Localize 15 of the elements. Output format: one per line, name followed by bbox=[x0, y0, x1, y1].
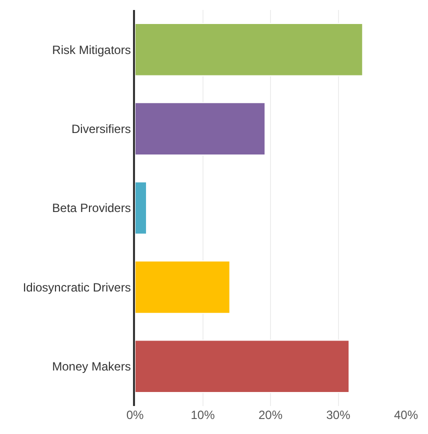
y-tick-label: Diversifiers bbox=[72, 122, 131, 136]
x-tick-label: 40% bbox=[394, 408, 418, 422]
y-tick-label: Money Makers bbox=[52, 360, 131, 374]
x-tick-label: 30% bbox=[326, 408, 351, 422]
bar bbox=[135, 181, 148, 235]
x-tick-label: 0% bbox=[126, 408, 144, 422]
bar bbox=[135, 260, 230, 314]
y-tick-label: Idiosyncratic Drivers bbox=[22, 280, 131, 294]
bar bbox=[135, 340, 350, 394]
bar bbox=[135, 22, 364, 76]
y-tick-label: Beta Providers bbox=[52, 201, 131, 216]
bar bbox=[135, 102, 266, 156]
y-tick-label: Risk Mitigators bbox=[52, 42, 131, 57]
x-tick-label: 20% bbox=[258, 408, 283, 422]
x-tick-label: 10% bbox=[190, 408, 216, 422]
